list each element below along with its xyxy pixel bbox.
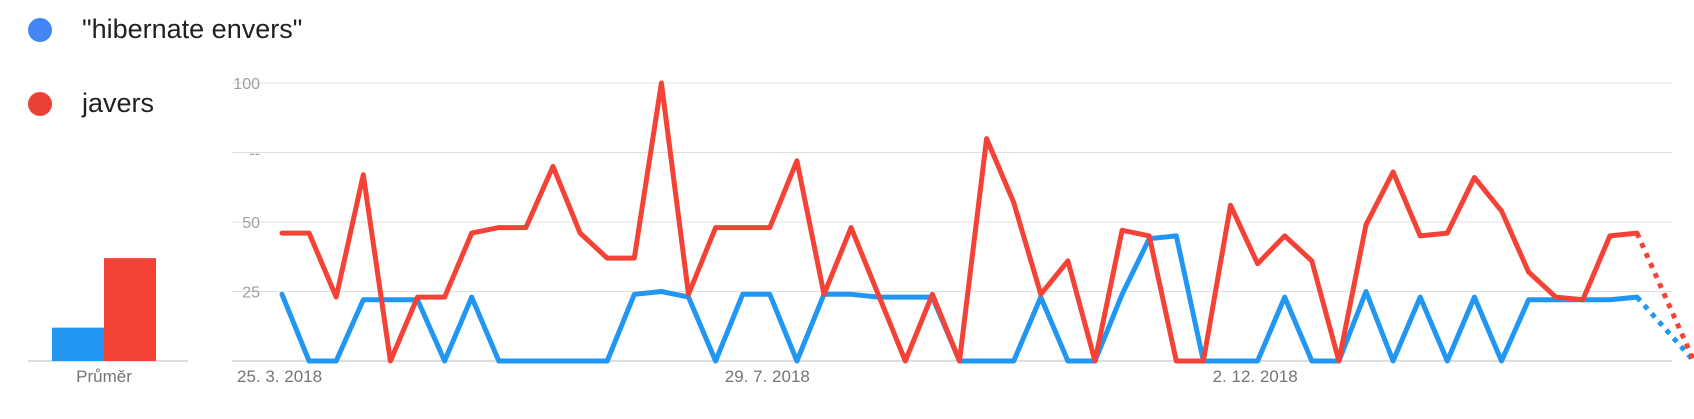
x-tick-label: 29. 7. 2018 [725, 367, 810, 386]
series-line-1 [279, 80, 1640, 364]
y-tick-label: 100 [233, 76, 260, 93]
y-tick-label: 25 [242, 285, 260, 302]
legend-label: javers [82, 88, 155, 118]
legend-label: "hibernate envers" [82, 14, 303, 44]
average-bars [28, 258, 188, 362]
legend-dot-red-icon [28, 91, 52, 116]
gridlines: 25 50 -- 100 [232, 76, 1672, 362]
x-axis-labels: 25. 3. 2018 29. 7. 2018 2. 12. 2018 [237, 367, 1298, 386]
series-lines [279, 80, 1694, 364]
series-partial-segment-1 [1634, 232, 1694, 363]
legend-dot-blue-icon [28, 17, 52, 42]
average-label: Průměr [76, 367, 132, 386]
x-tick-label: 2. 12. 2018 [1213, 367, 1298, 386]
average-bar-1 [104, 258, 156, 361]
series-partial-segment-0 [1635, 295, 1694, 363]
y-tick-label: 50 [242, 215, 260, 232]
y-tick-label: -- [249, 146, 260, 163]
average-bar-0 [52, 327, 104, 361]
legend-item-hibernate-envers[interactable]: "hibernate envers" [28, 14, 302, 45]
x-tick-label: 25. 3. 2018 [237, 367, 322, 386]
legend-item-javers[interactable]: javers [28, 88, 154, 119]
